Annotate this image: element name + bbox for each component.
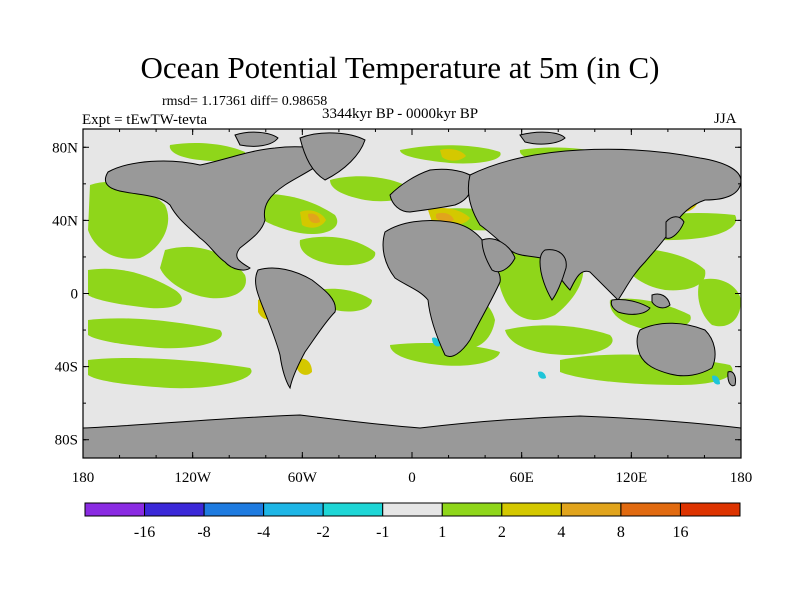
colorbar-swatch: [620, 502, 681, 517]
colorbar-label: 2: [498, 524, 506, 541]
land-masses: [83, 131, 741, 458]
colorbar-label: -1: [376, 524, 389, 541]
y-tick-label: 80S: [55, 433, 78, 449]
chart-title: Ocean Potential Temperature at 5m (in C): [140, 50, 660, 85]
experiment-label: Expt = tEwTW-tevta: [82, 112, 208, 128]
colorbar-label: -2: [317, 524, 330, 541]
x-tick-label: 60W: [288, 470, 318, 486]
y-tick-label: 40S: [55, 360, 78, 376]
stats-text: rmsd= 1.17361 diff= 0.98658: [162, 94, 328, 109]
colorbar-swatch: [203, 502, 265, 517]
x-tick-label: 180: [730, 470, 753, 486]
colorbar-swatch: [84, 502, 146, 517]
colorbar-swatch: [144, 502, 205, 517]
colorbar-swatch: [322, 502, 384, 517]
colorbar-label: 16: [672, 524, 688, 541]
colorbar-swatch: [441, 502, 503, 517]
y-axis: 80N 40N 0 40S 80S: [52, 140, 741, 449]
colorbar-label: 8: [617, 524, 625, 541]
anomaly-field: [83, 131, 741, 458]
colorbar-swatch: [560, 502, 622, 517]
x-tick-label: 60E: [510, 470, 534, 486]
colorbar-label: 4: [557, 524, 565, 541]
season-label: JJA: [714, 111, 737, 127]
colorbar-label: -4: [257, 524, 270, 541]
colorbar-label: 1: [438, 524, 446, 541]
colorbar-swatch: [501, 502, 562, 517]
x-tick-label: 120W: [174, 470, 212, 486]
colorbar-swatch: [382, 502, 443, 517]
x-tick-label: 0: [408, 470, 416, 486]
colorbar-swatch: [263, 502, 324, 517]
y-tick-label: 0: [71, 287, 79, 303]
y-tick-label: 40N: [52, 213, 78, 229]
y-tick-label: 80N: [52, 140, 78, 156]
colorbar-label: -8: [197, 524, 210, 541]
colorbar-label: -16: [134, 524, 155, 541]
colorbar: -16 -8 -4 -2 -1 1 2 4 8 16: [84, 502, 741, 541]
x-tick-label: 180: [72, 470, 95, 486]
x-tick-label: 120E: [615, 470, 647, 486]
colorbar-swatch: [679, 502, 741, 517]
x-axis: 180 120W 60W 0 60E 120E 180: [72, 129, 753, 486]
period-label: 3344kyr BP - 0000kyr BP: [322, 106, 479, 122]
